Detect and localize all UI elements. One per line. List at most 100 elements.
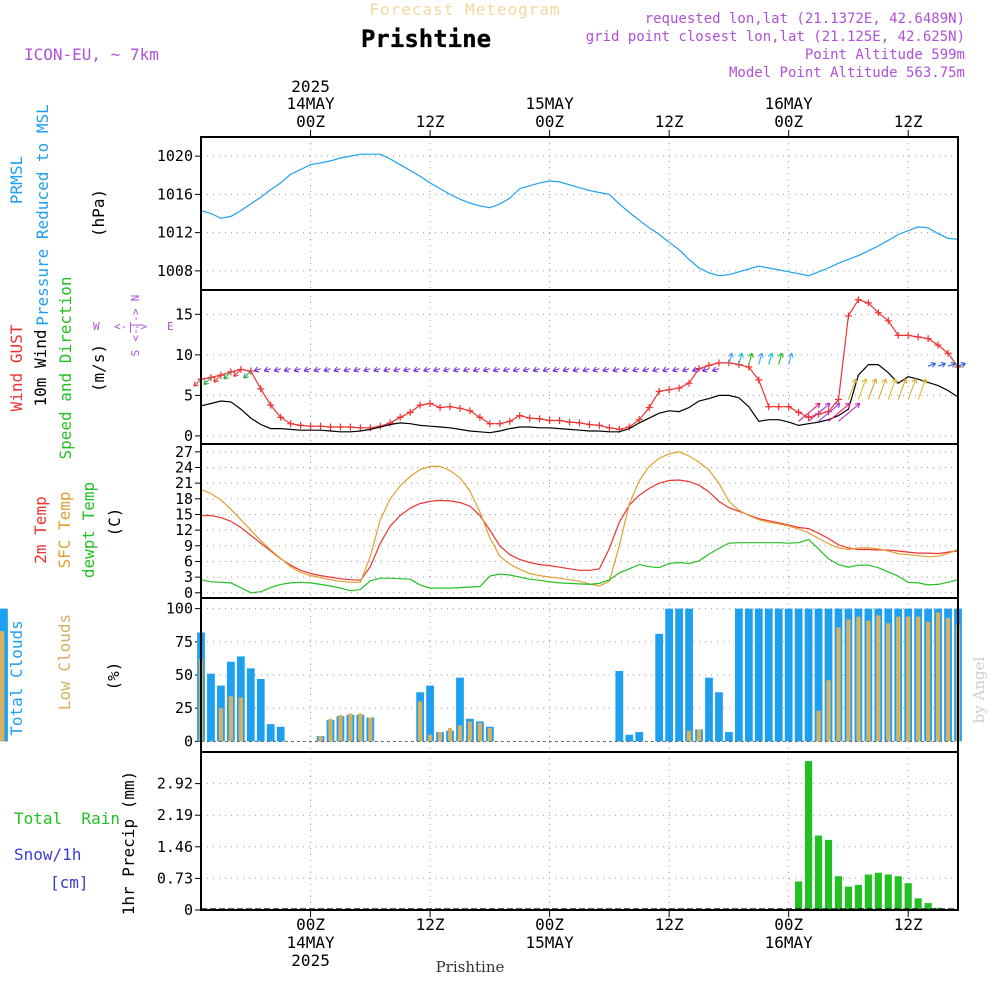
bar-total-rain [834,876,843,910]
gust-marker [406,408,414,416]
y-tick-label: 5 [184,386,193,404]
wind-arrow [857,378,868,400]
wind-arrow [747,352,754,365]
line-prmsl [200,153,959,277]
y-tick-label: 21 [175,474,193,492]
precip-label: 1hr Precip (mm) [119,771,138,916]
bar-low-clouds [338,714,343,742]
bar-low-clouds [477,722,482,742]
wind-arrow [253,366,261,373]
bar-total-clouds [784,608,793,742]
prmsl-sub-label: Pressure Reduced to MSL [33,104,52,326]
gust-marker [715,359,723,367]
wind-arrow [682,366,690,373]
gust-marker [864,299,872,307]
clouds-unit: (%) [104,662,123,691]
bar-low-clouds [846,619,851,742]
bar-low-clouds [228,696,233,742]
bar-total-rain [924,903,932,910]
bar-low-clouds [935,612,941,742]
gust-marker [635,416,643,424]
gust-marker [904,331,912,339]
gust-marker [217,371,225,379]
y-tick-label: 18 [175,490,193,508]
bar-low-clouds [686,730,692,742]
wind-arrow [363,366,371,373]
compass-e: E [167,320,174,333]
snow-label: Snow/1h [14,845,81,864]
bar-total-rain [814,835,823,910]
wind-arrow [562,366,570,373]
gust-marker [556,416,564,424]
wind-arrow [353,366,361,373]
total-rain-label: Total Rain [14,809,120,828]
bar-total-clouds [246,668,255,742]
bar-total-clouds [207,673,215,742]
wind-arrow [323,366,331,373]
wind-arrow [692,366,700,373]
wind-arrow [273,366,281,373]
bottom-hour-label: 00Z [535,915,564,934]
grid-point-coords: grid point closest lon,lat (21.125E, 42.… [586,29,965,45]
prmsl-label: PRMSL [7,156,26,204]
model-altitude: Model Point Altitude 563.75m [729,65,965,81]
gust-marker [506,417,514,425]
gust-marker [655,387,663,395]
y-tick-label: 0 [184,584,193,602]
top-hour-label: 12Z [655,112,684,131]
wind-arrow [433,366,441,373]
gust-marker [326,423,334,431]
bar-low-clouds [328,718,333,742]
bar-low-clouds [896,616,901,742]
bar-low-clouds [358,713,363,742]
bar-total-clouds [824,608,833,742]
top-hour-label: 00Z [774,112,803,131]
gust-marker [317,422,325,430]
wind-arrow [642,366,650,373]
wind-arrow [957,361,966,368]
gust-marker [795,408,803,416]
wind-arrow [213,374,222,383]
wind-arrow [907,378,918,400]
bar-low-clouds [418,701,423,742]
wind-arrow [612,366,620,373]
bottom-hour-label: 12Z [416,915,445,934]
gust-marker [396,413,404,421]
gust-marker [526,414,534,422]
bottom-hour-label: 00Z [296,915,325,934]
y-tick-label: 2.19 [157,806,193,824]
wind-arrow [413,366,421,373]
y-tick-label: 75 [175,633,193,651]
wind-dir-label: Speed and Direction [56,276,75,459]
wind-arrow [502,366,510,373]
bar-total-rain [795,881,803,910]
panel-1: 1008 1012 1016 1020 [157,136,959,291]
gust-marker [645,404,653,412]
gust-marker [446,403,454,411]
bar-low-clouds [866,620,871,742]
wind-arrow [393,366,401,373]
top-year-label: 2025 [291,77,330,96]
wind-arrow [472,366,481,373]
panel-frame [200,136,959,291]
gust-marker [466,407,474,415]
line-dewpt-temp [200,538,959,594]
temp-2m-label: 2m Temp [31,496,50,563]
bar-total-clouds [715,692,723,742]
wind-arrow [887,378,898,400]
gust-marker [844,312,852,320]
total-clouds-label: Total Clouds [7,620,26,736]
wind-direction-arrows [193,352,966,422]
bar-total-clouds [456,677,464,742]
top-hour-label: 00Z [296,112,325,131]
wind-arrow [787,352,794,365]
gust-marker [566,418,574,426]
gust-marker [595,421,603,429]
gust-marker [705,361,713,369]
bar-low-clouds [457,725,463,742]
prmsl-unit: (hPa) [89,189,108,237]
compass-s: S [129,350,142,357]
bottom-day-label: 14MAY [286,933,335,952]
bar-low-clouds [348,713,353,742]
